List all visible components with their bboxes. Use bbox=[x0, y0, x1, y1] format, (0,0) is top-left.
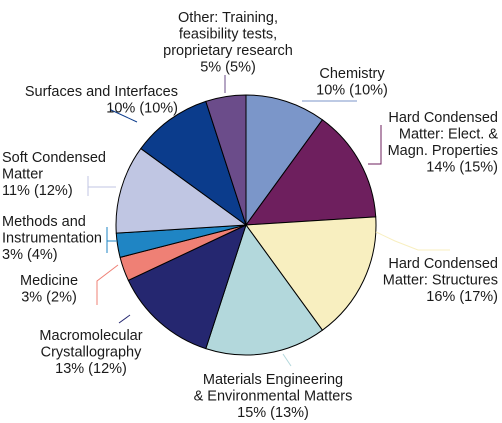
slice-label-5: Medicine 3% (2%) bbox=[20, 273, 78, 306]
slice-label-8: Surfaces and Interfaces 10% (10%) bbox=[25, 84, 178, 117]
slice-value-label: 5% (5%) bbox=[200, 60, 256, 76]
slice-label-line: Matter bbox=[2, 167, 43, 183]
slice-label-line: Crystallography bbox=[41, 345, 142, 361]
slice-labels: Chemistry 10% (10%)Hard Condensed Matter: … bbox=[2, 10, 498, 421]
slice-value-label: 10% (10%) bbox=[316, 83, 388, 99]
leader-line-2 bbox=[375, 231, 450, 251]
leader-line-4 bbox=[118, 314, 131, 324]
slice-label-line: Hard Condensed bbox=[388, 256, 498, 272]
pie-slice-9 bbox=[205, 94, 247, 226]
slice-value-label: 3% (2%) bbox=[21, 290, 77, 306]
slice-label-line: Soft Condensed bbox=[2, 150, 106, 166]
slice-value-label: 3% (4%) bbox=[2, 247, 58, 263]
slice-label-2: Hard Condensed Matter: Structures 16% (17%… bbox=[383, 256, 498, 305]
slice-label-line: Matter: Elect. & bbox=[399, 127, 498, 143]
slice-label-3: Materials Engineering & Environmental Mat… bbox=[194, 372, 353, 421]
slice-label-line: Macromolecular bbox=[39, 328, 142, 344]
pie-slice-4 bbox=[127, 224, 247, 350]
slice-label-line: Matter: Structures bbox=[383, 273, 498, 289]
slice-label-line: Magn. Properties bbox=[388, 143, 498, 159]
pie-slice-8 bbox=[140, 100, 247, 226]
leader-lines bbox=[87, 75, 450, 367]
slice-label-line: proprietary research bbox=[163, 43, 293, 59]
slice-value-label: 14% (15%) bbox=[426, 160, 498, 176]
leader-line-6 bbox=[106, 227, 117, 253]
slice-label-line: Other: Training, bbox=[178, 10, 278, 26]
slice-value-label: 15% (13%) bbox=[237, 405, 309, 421]
slice-value-label: 16% (17%) bbox=[426, 289, 498, 305]
slice-label-line: Instrumentation bbox=[2, 231, 102, 247]
pie-slice-0 bbox=[245, 94, 323, 226]
leader-line-1 bbox=[368, 125, 382, 165]
slice-label-line: Hard Condensed bbox=[388, 110, 498, 126]
slice-label-line: Medicine bbox=[20, 273, 78, 289]
pie-slice-3 bbox=[205, 224, 323, 356]
slice-label-1: Hard Condensed Matter: Elect. & Magn. Prop… bbox=[388, 110, 499, 176]
leader-line-7 bbox=[87, 176, 116, 196]
slice-value-label: 11% (12%) bbox=[2, 183, 73, 199]
slice-value-label: 10% (10%) bbox=[106, 101, 178, 117]
pie-slice-2 bbox=[245, 216, 377, 331]
pie-slice-1 bbox=[245, 119, 377, 226]
leader-line-5 bbox=[96, 264, 119, 305]
slice-value-label: 13% (12%) bbox=[55, 361, 127, 377]
slice-label-0: Chemistry 10% (10%) bbox=[316, 66, 388, 99]
slice-label-6: Methods and Instrumentation 3% (4%) bbox=[2, 214, 102, 263]
slice-label-line: & Environmental Matters bbox=[194, 389, 353, 405]
slice-label-7: Soft Condensed Matter 11% (12%) bbox=[2, 150, 106, 199]
leader-line-3 bbox=[282, 353, 292, 367]
slice-label-line: feasibility tests, bbox=[179, 27, 277, 43]
leader-line-8 bbox=[110, 109, 138, 123]
slice-label-4: Macromolecular Crystallography 13% (12%) bbox=[39, 328, 142, 377]
slice-label-line: Chemistry bbox=[319, 66, 385, 82]
slice-label-line: Materials Engineering bbox=[203, 372, 343, 388]
pie-slices bbox=[115, 94, 377, 356]
slice-label-9: Other: Training, feasibility tests, propri… bbox=[163, 10, 293, 76]
slice-label-line: Surfaces and Interfaces bbox=[25, 84, 178, 100]
pie-slice-7 bbox=[115, 148, 247, 234]
slice-label-line: Methods and bbox=[2, 214, 86, 230]
